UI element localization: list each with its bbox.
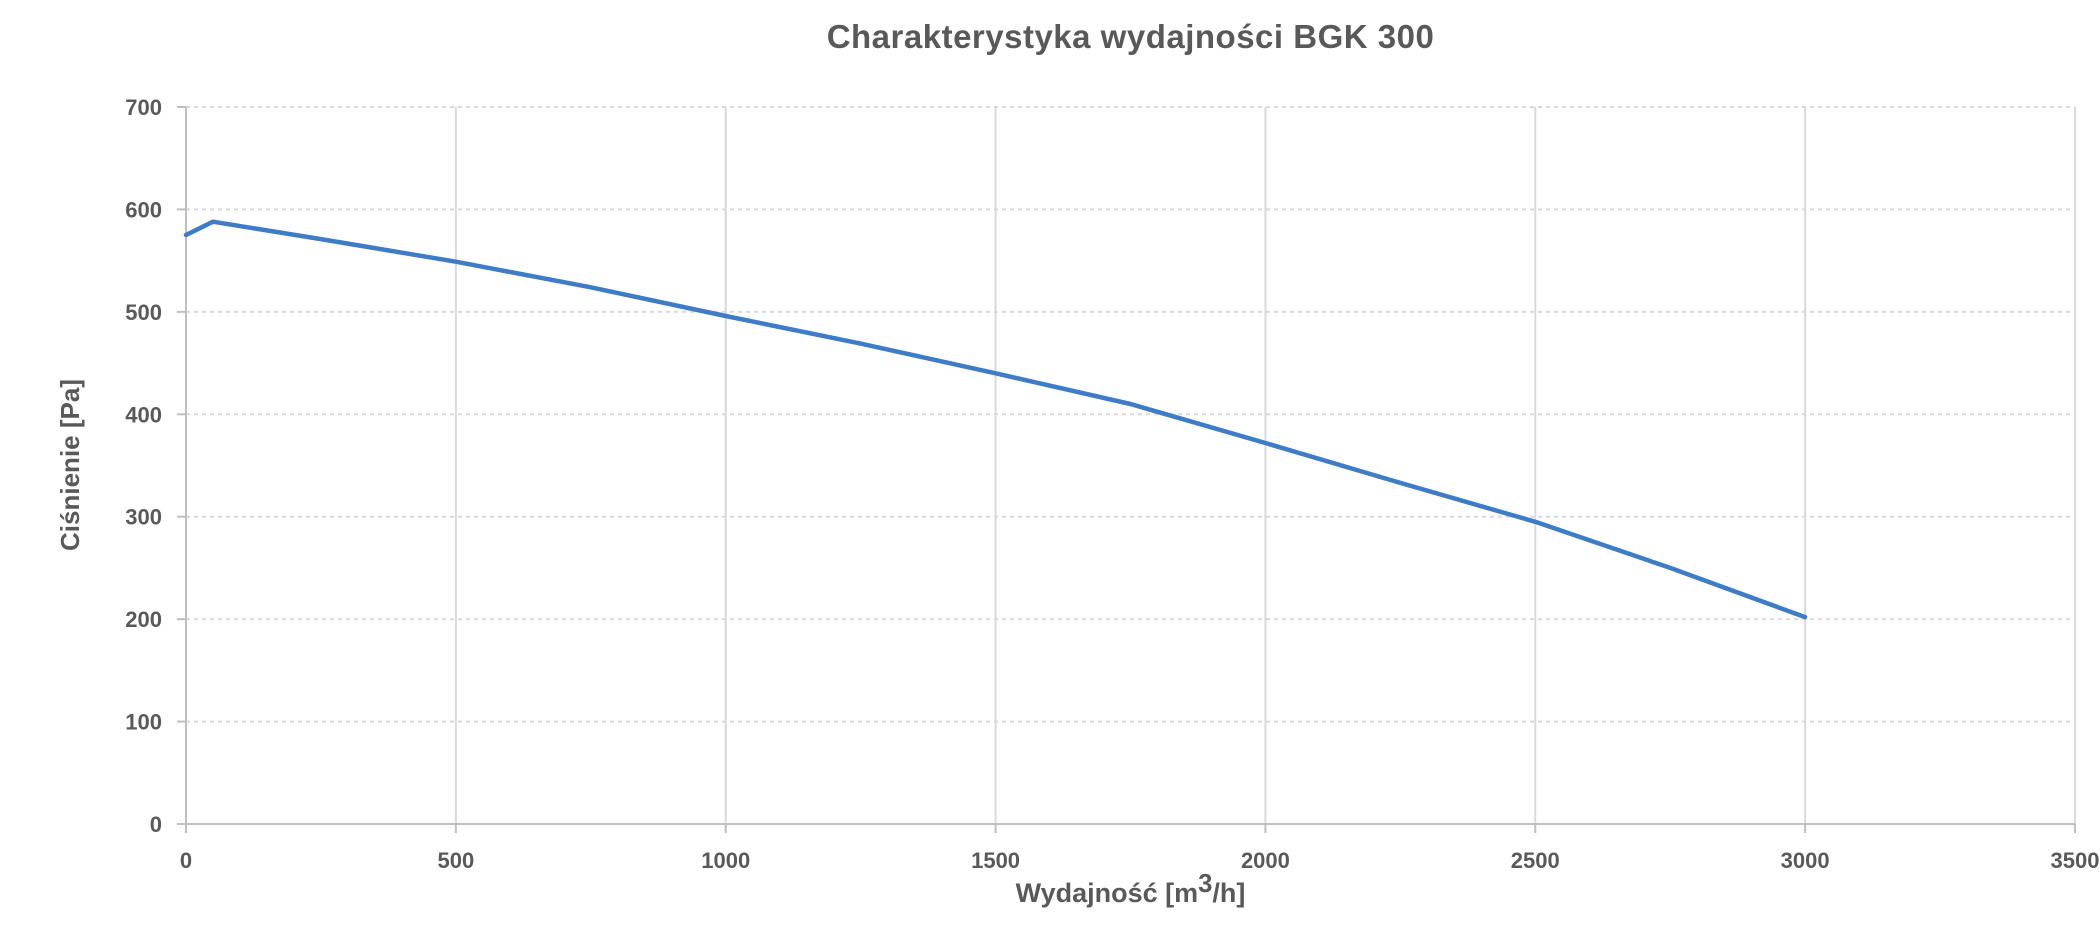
y-tick-label: 500 <box>125 300 162 325</box>
x-axis-title-base: Wydajność [m <box>1015 878 1199 908</box>
y-axis-title: Ciśnienie [Pa] <box>55 379 85 551</box>
tick-label-layer: 0 100 200 300 400 500 600 700 0 500 1000 1500 2000 25… <box>125 95 2099 873</box>
x-tick-label: 3500 <box>2051 848 2100 873</box>
y-tick-label: 200 <box>125 607 162 632</box>
x-tick-label: 0 <box>180 848 192 873</box>
data-line <box>183 219 1808 620</box>
grid-layer <box>186 106 2076 824</box>
y-tick-label: 300 <box>125 505 162 530</box>
x-axis-title-superscript: 3 <box>1198 870 1213 899</box>
y-tick-label: 700 <box>125 95 162 120</box>
x-tick-label: 3000 <box>1781 848 1830 873</box>
chart-title: Charakterystyka wydajności BGK 300 <box>826 18 1435 55</box>
x-tick-label: 2000 <box>1241 848 1290 873</box>
x-tick-label: 1000 <box>701 848 750 873</box>
x-tick-label: 2500 <box>1511 848 1560 873</box>
y-tick-label: 400 <box>125 402 162 427</box>
x-axis-title: Wydajność [m3/h] <box>186 870 2075 909</box>
x-tick-label: 1500 <box>971 848 1020 873</box>
y-tick-label: 600 <box>125 197 162 222</box>
x-axis-title-end: /h] <box>1212 878 1246 908</box>
series-layer <box>183 219 1808 620</box>
axis-layer <box>177 106 2076 833</box>
x-tick-label: 500 <box>437 848 474 873</box>
y-tick-label: 100 <box>125 710 162 735</box>
y-tick-label: 0 <box>150 812 162 837</box>
